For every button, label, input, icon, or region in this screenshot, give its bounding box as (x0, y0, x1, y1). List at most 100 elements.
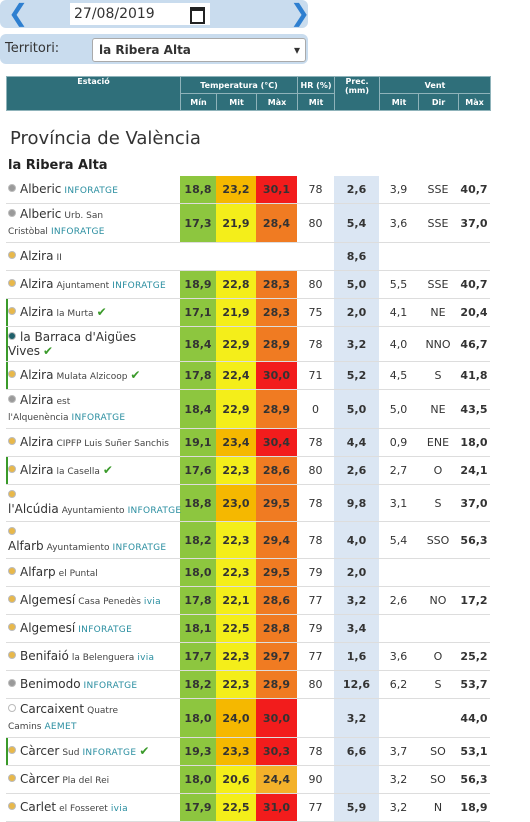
wind-dir (418, 558, 458, 587)
wind-max: 37,0 (458, 484, 490, 522)
date-input[interactable]: 27/08/2019 (70, 3, 210, 25)
station-name: l'Alcúdia (8, 502, 59, 516)
temp-mit: 24,0 (216, 698, 256, 738)
station-row: Alberic Urb. San Cristòbal INFORATGE 17,3 21… (6, 203, 490, 243)
temp-min: 18,4 (180, 326, 216, 362)
header-humidity: HR (%) (297, 76, 336, 94)
station: Alberic INFORATGE (6, 176, 180, 204)
next-day[interactable]: ❯ (290, 0, 311, 27)
header-subrow: Mín Mit Màx Mit Mit Dir Màx (7, 93, 492, 111)
wind-dir: NE (418, 389, 458, 429)
temp-max: 30,3 (256, 737, 297, 766)
station-detail: la Casella (56, 466, 100, 477)
status-dot (8, 566, 16, 575)
temp-mit: 22,9 (216, 389, 256, 429)
humidity: 80 (297, 203, 334, 243)
temp-mit: 23,2 (216, 176, 256, 204)
wind-dir: SO (418, 737, 458, 766)
station-detail: la Murta (56, 308, 94, 319)
header-sub: Mit (379, 93, 420, 111)
temp-max: 28,4 (256, 203, 297, 243)
station-name: Algemesí (20, 620, 76, 635)
calendar-icon[interactable] (190, 7, 205, 24)
territory-bar: Territori: la Ribera Alta ▾ (0, 34, 308, 64)
temp-mit: 22,5 (216, 614, 256, 643)
precipitation: 2,6 (334, 456, 379, 485)
table-header: Estació Temperatura (°C) HR (%) Prec. (m… (6, 76, 492, 111)
province: Província de València (10, 128, 201, 149)
wind-mit (379, 698, 418, 738)
header-station: Estació (6, 76, 181, 111)
dropdown-arrow: ▾ (293, 43, 300, 57)
humidity: 77 (297, 793, 334, 822)
wind-max: 40,7 (458, 270, 490, 299)
station-row: Alzira Ajuntament INFORATGE 18,9 22,8 28,3 80 5… (6, 270, 490, 299)
status-dot (8, 369, 16, 378)
humidity: 79 (297, 614, 334, 643)
station: Càrcer Pla del Rei (6, 765, 180, 794)
territory-select[interactable]: la Ribera Alta ▾ (92, 38, 306, 62)
temp-min: 17,9 (180, 793, 216, 822)
temp-max: 29,5 (256, 484, 297, 522)
wind-mit: 3,9 (379, 176, 418, 204)
temp-max: 30,4 (256, 428, 297, 457)
temp-max: 28,9 (256, 389, 297, 429)
temp-max: 30,1 (256, 176, 297, 204)
status-dot (8, 278, 16, 287)
wind-dir (418, 698, 458, 738)
temp-mit (216, 242, 256, 271)
wind-max: 41,8 (458, 361, 490, 390)
wind-max: 20,4 (458, 298, 490, 327)
station: Càrcer Sud INFORATGE ✔ (6, 737, 180, 766)
station-detail: el Puntal (58, 568, 98, 579)
verified-check: ✔ (96, 304, 107, 319)
precipitation: 12,6 (334, 670, 379, 699)
station-row: Alzira est l'Alquenència INFORATGE 18,4 22,9… (6, 389, 490, 429)
station: Alfarb Ayuntamiento INFORATGE (6, 521, 180, 559)
station: Algemesí INFORATGE (6, 614, 180, 643)
precipitation: 3,2 (334, 698, 379, 738)
station-row: Algemesí Casa Penedès ivia 17,8 22,1 28,6 77 3,… (6, 586, 490, 615)
temp-min: 18,1 (180, 614, 216, 643)
station-name: la Barraca d'Aigües Vives (8, 330, 137, 358)
station-detail: la Belenguera (71, 652, 135, 663)
wind-dir: SSE (418, 270, 458, 299)
temp-mit: 22,3 (216, 521, 256, 559)
wind-mit: 3,7 (379, 737, 418, 766)
status-dot (8, 773, 16, 782)
station: Alzira la Casella ✔ (6, 456, 180, 485)
temp-mit: 23,0 (216, 484, 256, 522)
humidity: 77 (297, 642, 334, 671)
wind-max: 46,7 (458, 326, 490, 362)
date-bar: ❮ 27/08/2019 ❯ (0, 0, 311, 28)
station-name: Alzira (20, 393, 54, 407)
station-name: Algemesí (20, 592, 76, 607)
wind-mit: 3,2 (379, 765, 418, 794)
humidity: 71 (297, 361, 334, 390)
wind-dir: S (418, 361, 458, 390)
station-row: Alzira la Casella ✔ 17,6 22,3 28,6 80 2,6 2,7 O 24… (6, 456, 490, 485)
humidity: 78 (297, 176, 334, 204)
precipitation: 3,2 (334, 326, 379, 362)
temp-max: 29,5 (256, 558, 297, 587)
wind-mit: 6,2 (379, 670, 418, 699)
wind-mit: 5,0 (379, 389, 418, 429)
status-dot (8, 209, 16, 217)
prev-day[interactable]: ❮ (8, 0, 29, 27)
status-dot (8, 436, 16, 445)
status-dot (8, 464, 16, 473)
station-source: AEMET (44, 722, 77, 732)
temp-max: 24,4 (256, 765, 297, 794)
status-dot (8, 490, 16, 498)
temp-max: 28,6 (256, 456, 297, 485)
wind-max: 25,2 (458, 642, 490, 671)
temp-max: 28,9 (256, 326, 297, 362)
temp-mit: 22,5 (216, 793, 256, 822)
wind-mit: 3,6 (379, 203, 418, 243)
header-sub: Mín (180, 93, 217, 111)
station-name: Alzira (20, 276, 54, 291)
humidity: 80 (297, 456, 334, 485)
header-sub: Mit (216, 93, 257, 111)
humidity: 78 (297, 521, 334, 559)
wind-mit: 3,1 (379, 484, 418, 522)
